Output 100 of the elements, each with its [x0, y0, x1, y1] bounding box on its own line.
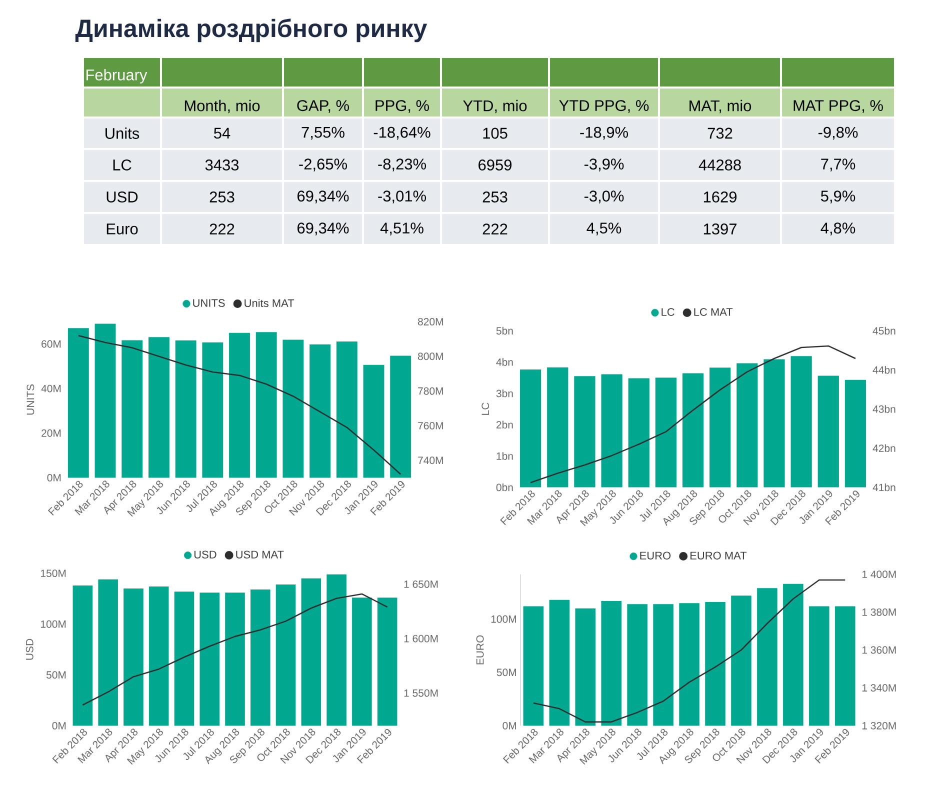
- text: 4,5%: [586, 222, 622, 236]
- y-tick-label: 100M: [41, 620, 66, 628]
- bar: [705, 602, 726, 726]
- y-tick-label: 50M: [46, 671, 66, 679]
- text: February: [86, 69, 148, 84]
- y-tick-label: 5bn: [496, 326, 513, 335]
- text: 4,8%: [820, 222, 856, 236]
- text: -8,23%: [378, 158, 426, 172]
- bar: [229, 332, 250, 478]
- text: -18,64%: [374, 126, 430, 140]
- y-tick-label: 0M: [52, 722, 66, 730]
- y2-tick-label: 820M: [418, 318, 443, 326]
- y-tick-label: 150M: [41, 570, 66, 578]
- y-tick-label: 0bn: [496, 483, 513, 492]
- y-axis-title: EURO: [476, 635, 484, 664]
- y2-tick-label: 1 320M: [862, 722, 896, 730]
- text: -3,9%: [584, 158, 624, 172]
- y-tick-label: 50M: [496, 668, 516, 676]
- category-label: PPG, %: [376, 100, 429, 113]
- bar: [834, 606, 856, 726]
- bar: [736, 363, 758, 488]
- y-tick-label: 3bn: [496, 389, 513, 398]
- y2-tick-label: 1 650M: [404, 580, 438, 588]
- y2-tick-label: 760M: [418, 422, 443, 430]
- y2-tick-label: 1 600M: [404, 634, 438, 642]
- text: -3,01%: [378, 190, 426, 204]
- text: 1397: [704, 224, 736, 234]
- bar: [256, 332, 277, 478]
- line-series: [532, 579, 846, 723]
- text: 69,34%: [298, 190, 349, 204]
- legend-label: LC MAT: [694, 308, 733, 316]
- y2-tick-label: 740M: [418, 456, 443, 464]
- bar: [764, 359, 785, 488]
- category-label: MAT, mio: [690, 100, 752, 114]
- legend-label: Units MAT: [244, 298, 294, 308]
- y-tick-label: 40M: [41, 384, 61, 392]
- category-label: LC: [113, 160, 132, 170]
- text: 222: [482, 224, 508, 234]
- bar: [549, 600, 570, 726]
- legend-label: USD MAT: [236, 550, 284, 558]
- text: 7,55%: [302, 126, 344, 140]
- y-tick-label: 20M: [42, 429, 61, 437]
- bar: [122, 340, 143, 478]
- y2-tick-label: 45bn: [872, 326, 896, 335]
- text: 7,7%: [821, 158, 856, 172]
- bar: [682, 373, 704, 488]
- y-tick-label: 4bn: [496, 358, 513, 366]
- y2-tick-label: 1 380M: [862, 608, 896, 616]
- legend-label: LC: [662, 308, 674, 316]
- y2-tick-label: 44bn: [872, 366, 896, 374]
- line-series: [530, 345, 856, 484]
- category-label: YTD PPG, %: [559, 100, 649, 113]
- bar: [655, 378, 676, 488]
- bar: [520, 370, 542, 488]
- text: 6959: [478, 160, 512, 170]
- y2-tick-label: 42bn: [872, 444, 896, 452]
- category-label: MAT PPG, %: [794, 100, 883, 113]
- bar: [363, 364, 384, 478]
- category-label: GAP, %: [297, 100, 349, 113]
- text: 253: [210, 192, 234, 202]
- text: 69,34%: [298, 222, 349, 236]
- bar: [731, 596, 752, 726]
- bar: [94, 324, 116, 478]
- y2-tick-label: 800M: [418, 352, 443, 360]
- bar: [627, 604, 648, 726]
- y2-tick-label: 1 360M: [862, 646, 896, 654]
- bar: [790, 356, 812, 488]
- bar: [757, 588, 778, 726]
- y2-tick-label: 780M: [418, 387, 443, 395]
- y2-tick-label: 1 340M: [862, 684, 896, 692]
- bar: [68, 328, 89, 478]
- y2-tick-label: 1 400M: [862, 570, 896, 578]
- bar: [175, 340, 196, 478]
- text: -3,0%: [584, 190, 624, 204]
- legend-label: EURO MAT: [690, 552, 747, 560]
- text: 105: [483, 128, 508, 139]
- y-axis-title: UNITS: [26, 384, 34, 415]
- bar: [390, 356, 412, 478]
- bar: [282, 340, 304, 478]
- bar: [601, 374, 622, 488]
- text: 54: [214, 128, 230, 139]
- text: -18,9%: [580, 126, 628, 140]
- category-label: Euro: [106, 224, 138, 234]
- text: 222: [210, 224, 234, 234]
- y-axis-title: USD: [26, 638, 34, 660]
- bar: [601, 600, 622, 726]
- y2-tick-label: 43bn: [872, 405, 896, 413]
- bar: [547, 367, 568, 488]
- y2-tick-label: 41bn: [872, 483, 896, 492]
- bar: [818, 376, 839, 488]
- bar: [336, 342, 358, 478]
- bar: [310, 344, 331, 478]
- category-label: Units: [106, 128, 140, 139]
- y2-tick-label: 1 550M: [404, 689, 438, 697]
- text: 44288: [698, 160, 741, 170]
- text: 3433: [205, 160, 239, 170]
- bar: [202, 342, 224, 478]
- y-tick-label: 0M: [502, 722, 516, 730]
- bar: [575, 608, 596, 726]
- category-label: Month, mio: [184, 100, 260, 114]
